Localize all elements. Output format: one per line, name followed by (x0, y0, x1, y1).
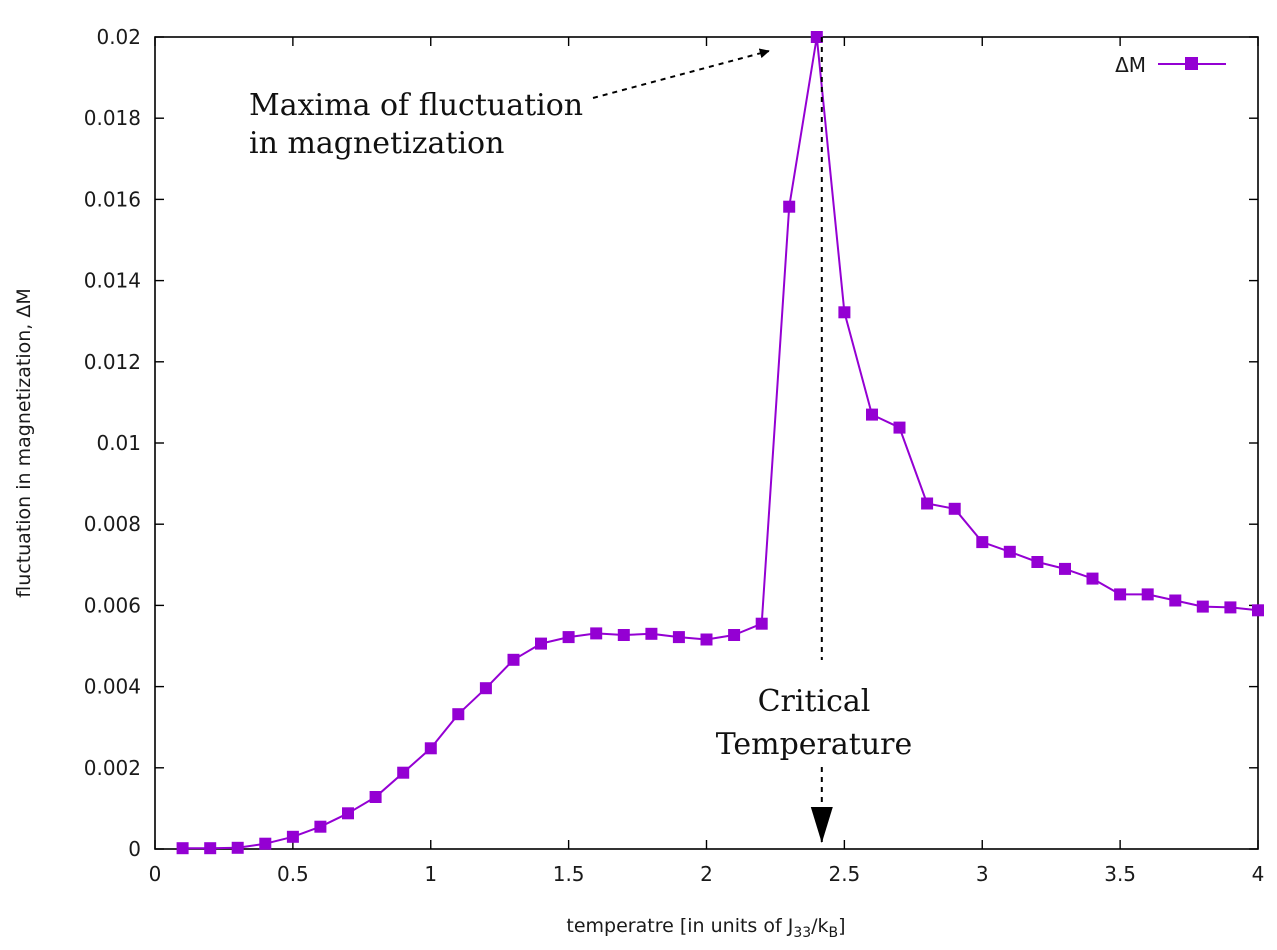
x-axis-label-sub2: B (829, 925, 839, 941)
data-point (452, 708, 465, 721)
data-point (259, 837, 272, 850)
data-point (838, 306, 851, 319)
data-point (1114, 588, 1127, 601)
data-point (507, 653, 520, 666)
x-tick-label: 0 (149, 862, 162, 886)
data-point (286, 830, 299, 843)
data-point (1086, 572, 1099, 585)
annotation-critical-line2: Temperature (716, 727, 913, 762)
data-point (645, 627, 658, 640)
data-point (672, 631, 685, 644)
data-point (783, 200, 796, 213)
data-point (424, 742, 437, 755)
x-axis-label-end: ] (838, 915, 845, 937)
data-point (590, 627, 603, 640)
y-tick-label: 0.014 (84, 269, 141, 293)
data-point (893, 421, 906, 434)
x-axis-label-sub1: 33 (793, 925, 811, 941)
x-axis-label-mid: /k (811, 915, 828, 937)
data-point (1141, 588, 1154, 601)
x-axis-label-main: temperatre [in units of J (566, 915, 793, 937)
data-point (1031, 556, 1044, 568)
annotation-maxima-arrow (592, 48, 770, 99)
data-point (700, 633, 713, 646)
data-point (921, 497, 934, 510)
data-point (866, 408, 878, 421)
x-axis-label: temperatre [in units of J33/kB] (566, 915, 845, 941)
x-tick-label: 1 (424, 862, 437, 886)
data-point (810, 31, 823, 43)
data-point (314, 820, 327, 833)
data-point (948, 502, 961, 515)
series-layer (176, 31, 1264, 855)
data-point (204, 842, 217, 855)
y-tick-label: 0.006 (84, 593, 141, 617)
data-point (755, 617, 768, 630)
x-tick-label: 2.5 (828, 862, 860, 886)
y-axis: 0 0.002 0.004 0.006 0.008 0.01 0.012 0.014 0.016… (84, 25, 1258, 861)
data-point (176, 842, 189, 855)
data-point (617, 629, 630, 641)
data-point (342, 807, 354, 820)
legend-label: ΔM (1115, 53, 1146, 77)
data-point (397, 766, 410, 779)
annotation-maxima-line2: in magnetization (249, 126, 504, 161)
data-point (562, 631, 575, 644)
y-tick-label: 0.01 (96, 431, 141, 455)
annotation-critical-line1: Critical (758, 684, 871, 719)
data-point (1169, 594, 1182, 607)
data-point (1003, 545, 1016, 558)
data-point (231, 841, 244, 854)
data-point (479, 682, 492, 695)
data-point (976, 536, 989, 549)
data-point (1059, 562, 1071, 575)
x-tick-label: 1.5 (553, 862, 585, 886)
y-tick-label: 0.016 (84, 187, 141, 211)
x-tick-label: 4 (1252, 862, 1265, 886)
annotation-critical: Critical Temperature (716, 37, 913, 843)
x-tick-label: 3.5 (1104, 862, 1136, 886)
y-tick-label: 0 (128, 837, 141, 861)
y-tick-label: 0.002 (84, 756, 141, 780)
legend-marker (1185, 57, 1198, 70)
data-point (728, 629, 741, 641)
y-tick-label: 0.008 (84, 512, 141, 536)
x-tick-label: 3 (976, 862, 989, 886)
data-point (369, 791, 382, 803)
series-line (182, 36, 1259, 850)
legend: ΔM (1115, 53, 1226, 77)
annotation-maxima-line1: Maxima of fluctuation (249, 88, 583, 123)
annotation-maxima: Maxima of fluctuation in magnetization (249, 48, 770, 161)
x-axis: 0 0.5 1 1.5 2 2.5 3 3.5 4 (149, 37, 1265, 886)
data-point (1196, 600, 1209, 613)
y-tick-label: 0.004 (84, 675, 141, 699)
y-tick-label: 0.02 (96, 25, 141, 49)
x-tick-label: 2 (700, 862, 713, 886)
x-tick-label: 0.5 (277, 862, 309, 886)
data-point (535, 637, 547, 650)
y-axis-label: fluctuation in magnetization, ΔM (13, 288, 35, 598)
critical-temperature-arrowhead (810, 807, 833, 843)
data-point (1252, 604, 1264, 617)
y-tick-label: 0.012 (84, 350, 141, 374)
y-tick-label: 0.018 (84, 106, 141, 130)
data-point (1224, 601, 1237, 614)
